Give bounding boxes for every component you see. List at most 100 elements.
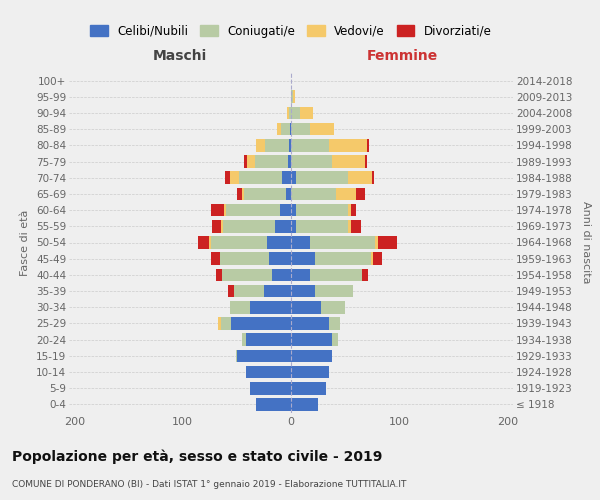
Bar bbox=[332, 334, 338, 346]
Bar bbox=[239, 172, 283, 184]
Bar bbox=[286, 188, 291, 200]
Bar bbox=[211, 204, 224, 216]
Bar bbox=[264, 285, 291, 298]
Bar bbox=[350, 220, 361, 232]
Bar bbox=[281, 123, 290, 136]
Bar bbox=[250, 301, 291, 314]
Bar bbox=[315, 252, 371, 265]
Bar bbox=[287, 106, 289, 120]
Bar bbox=[237, 188, 242, 200]
Bar bbox=[216, 268, 221, 281]
Bar bbox=[291, 90, 293, 103]
Bar bbox=[269, 252, 291, 265]
Bar bbox=[332, 155, 365, 168]
Bar bbox=[350, 204, 356, 216]
Bar bbox=[226, 204, 280, 216]
Y-axis label: Fasce di età: Fasce di età bbox=[20, 210, 31, 276]
Bar bbox=[310, 236, 376, 249]
Text: Popolazione per età, sesso e stato civile - 2019: Popolazione per età, sesso e stato civil… bbox=[12, 450, 382, 464]
Bar bbox=[329, 317, 340, 330]
Bar bbox=[293, 90, 295, 103]
Bar bbox=[291, 220, 296, 232]
Bar bbox=[291, 268, 310, 281]
Text: Maschi: Maschi bbox=[153, 49, 207, 63]
Bar bbox=[221, 317, 232, 330]
Bar bbox=[372, 172, 374, 184]
Bar bbox=[221, 268, 272, 281]
Y-axis label: Anni di nascita: Anni di nascita bbox=[581, 201, 591, 283]
Bar bbox=[291, 106, 299, 120]
Bar bbox=[211, 236, 267, 249]
Bar bbox=[296, 204, 349, 216]
Bar bbox=[245, 366, 291, 378]
Bar bbox=[277, 123, 281, 136]
Bar bbox=[230, 301, 250, 314]
Bar bbox=[356, 188, 365, 200]
Bar bbox=[245, 334, 291, 346]
Bar bbox=[289, 106, 291, 120]
Bar bbox=[244, 188, 286, 200]
Bar bbox=[296, 220, 349, 232]
Bar bbox=[337, 188, 356, 200]
Bar bbox=[291, 350, 332, 362]
Bar bbox=[256, 139, 265, 151]
Bar bbox=[265, 139, 289, 151]
Bar bbox=[290, 123, 291, 136]
Bar bbox=[291, 398, 318, 410]
Bar bbox=[365, 155, 367, 168]
Bar bbox=[349, 220, 350, 232]
Bar bbox=[296, 172, 349, 184]
Bar bbox=[291, 301, 322, 314]
Bar bbox=[291, 285, 315, 298]
Text: Femmine: Femmine bbox=[367, 49, 437, 63]
Bar bbox=[377, 236, 397, 249]
Bar bbox=[224, 204, 226, 216]
Bar bbox=[198, 236, 209, 249]
Bar bbox=[236, 350, 237, 362]
Bar bbox=[232, 317, 291, 330]
Bar bbox=[376, 236, 377, 249]
Text: COMUNE DI PONDERANO (BI) - Dati ISTAT 1° gennaio 2019 - Elaborazione TUTTITALIA.: COMUNE DI PONDERANO (BI) - Dati ISTAT 1°… bbox=[12, 480, 406, 489]
Bar bbox=[291, 172, 296, 184]
Bar bbox=[221, 220, 223, 232]
Bar bbox=[267, 236, 291, 249]
Bar bbox=[244, 155, 247, 168]
Bar bbox=[256, 398, 291, 410]
Bar bbox=[220, 252, 269, 265]
Bar bbox=[250, 382, 291, 394]
Bar bbox=[209, 236, 211, 249]
Bar bbox=[291, 366, 329, 378]
Bar bbox=[299, 106, 313, 120]
Bar bbox=[367, 139, 369, 151]
Bar bbox=[291, 155, 332, 168]
Bar bbox=[218, 317, 221, 330]
Bar bbox=[291, 334, 332, 346]
Bar bbox=[362, 268, 368, 281]
Bar bbox=[291, 188, 337, 200]
Bar bbox=[272, 268, 291, 281]
Bar bbox=[247, 155, 255, 168]
Bar bbox=[373, 252, 382, 265]
Bar bbox=[291, 252, 315, 265]
Bar bbox=[223, 220, 275, 232]
Bar bbox=[211, 252, 220, 265]
Bar bbox=[291, 236, 310, 249]
Bar bbox=[291, 317, 329, 330]
Bar bbox=[315, 285, 353, 298]
Bar bbox=[212, 220, 221, 232]
Bar bbox=[310, 123, 334, 136]
Bar bbox=[242, 334, 245, 346]
Bar bbox=[310, 268, 362, 281]
Bar bbox=[291, 123, 310, 136]
Bar bbox=[228, 285, 233, 298]
Bar bbox=[255, 155, 288, 168]
Bar bbox=[237, 350, 291, 362]
Bar bbox=[289, 139, 291, 151]
Bar bbox=[349, 172, 372, 184]
Bar bbox=[291, 204, 296, 216]
Bar bbox=[283, 172, 291, 184]
Bar bbox=[371, 252, 373, 265]
Bar bbox=[280, 204, 291, 216]
Bar bbox=[329, 139, 367, 151]
Bar bbox=[288, 155, 291, 168]
